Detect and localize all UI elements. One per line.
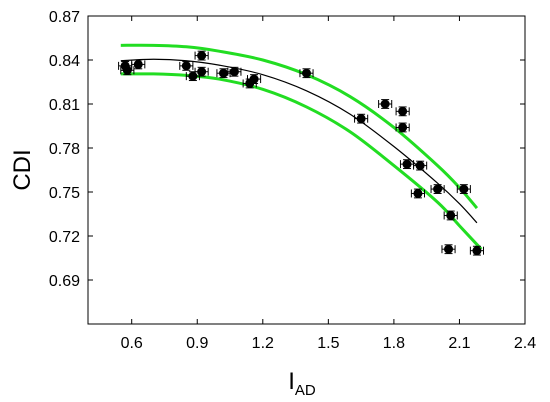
- data-point: [443, 210, 458, 221]
- data-point-marker: [249, 74, 259, 84]
- x-tick-label: 1.8: [383, 335, 405, 352]
- data-point: [456, 184, 471, 194]
- data-point-marker: [446, 210, 456, 220]
- data-point: [131, 59, 146, 70]
- data-point: [413, 160, 428, 171]
- data-point-marker: [433, 184, 443, 194]
- data-point: [354, 113, 369, 124]
- data-point: [247, 74, 262, 84]
- y-tick-label: 0.69: [49, 273, 80, 290]
- data-point-marker: [402, 159, 412, 169]
- x-tick-labels: 0.6 0.9 1.2 1.5 1.8 2.1 2.4: [121, 335, 537, 352]
- data-point-marker: [188, 71, 198, 81]
- data-point-marker: [472, 246, 482, 256]
- data-point: [469, 245, 484, 256]
- data-point: [120, 65, 135, 76]
- upper-confidence-curve: [120, 43, 479, 210]
- data-point-marker: [302, 68, 311, 78]
- data-point-marker: [413, 188, 423, 198]
- data-point-marker: [218, 68, 228, 78]
- x-tick-label: 2.1: [448, 335, 470, 352]
- x-tick-label: 0.9: [186, 335, 208, 352]
- x-axis-title-main: I: [288, 368, 295, 395]
- data-point-marker: [122, 65, 132, 75]
- x-tick-label: 1.5: [317, 335, 339, 352]
- data-point: [179, 60, 194, 71]
- lower-confidence-curve: [120, 72, 483, 251]
- y-tick-label: 0.81: [49, 97, 80, 114]
- data-point: [395, 122, 410, 133]
- x-axis-title: IAD: [288, 368, 316, 399]
- data-point-marker: [398, 122, 408, 132]
- data-point-marker: [197, 51, 207, 61]
- y-tick-label: 0.75: [49, 185, 80, 202]
- y-tick-label: 0.72: [49, 229, 80, 246]
- data-point-marker: [415, 161, 425, 171]
- x-tick-label: 1.2: [252, 335, 274, 352]
- data-point-marker: [356, 114, 366, 124]
- fit-curve: [120, 58, 478, 224]
- y-tick-labels: 0.87 0.84 0.81 0.78 0.75 0.72 0.69: [49, 9, 80, 290]
- data-point: [299, 68, 314, 79]
- data-point: [430, 184, 445, 194]
- x-axis-title-subscript: AD: [295, 382, 316, 399]
- y-tick-label: 0.78: [49, 141, 80, 158]
- data-point-marker: [197, 67, 207, 77]
- axis-ticks: [88, 15, 526, 324]
- x-tick-label: 2.4: [514, 335, 536, 352]
- data-point-marker: [380, 99, 390, 109]
- data-points: [118, 50, 484, 256]
- data-point-marker: [398, 106, 408, 116]
- x-tick-label: 0.6: [121, 335, 143, 352]
- data-point: [410, 188, 425, 199]
- data-point: [194, 66, 209, 77]
- data-point: [441, 244, 456, 255]
- data-point: [194, 50, 209, 61]
- data-point: [378, 99, 393, 109]
- y-axis-title: CDI: [9, 149, 36, 190]
- data-point-marker: [229, 67, 239, 77]
- data-point-marker: [133, 59, 143, 69]
- plot-frame: [87, 15, 526, 325]
- data-point: [399, 159, 415, 170]
- data-point: [395, 106, 410, 117]
- fit-curves: [120, 43, 483, 251]
- data-point-marker: [444, 244, 454, 254]
- data-point-marker: [181, 61, 191, 71]
- y-tick-label: 0.84: [49, 53, 80, 70]
- data-point: [227, 66, 242, 77]
- data-point-marker: [459, 184, 469, 194]
- y-tick-label: 0.87: [49, 9, 80, 26]
